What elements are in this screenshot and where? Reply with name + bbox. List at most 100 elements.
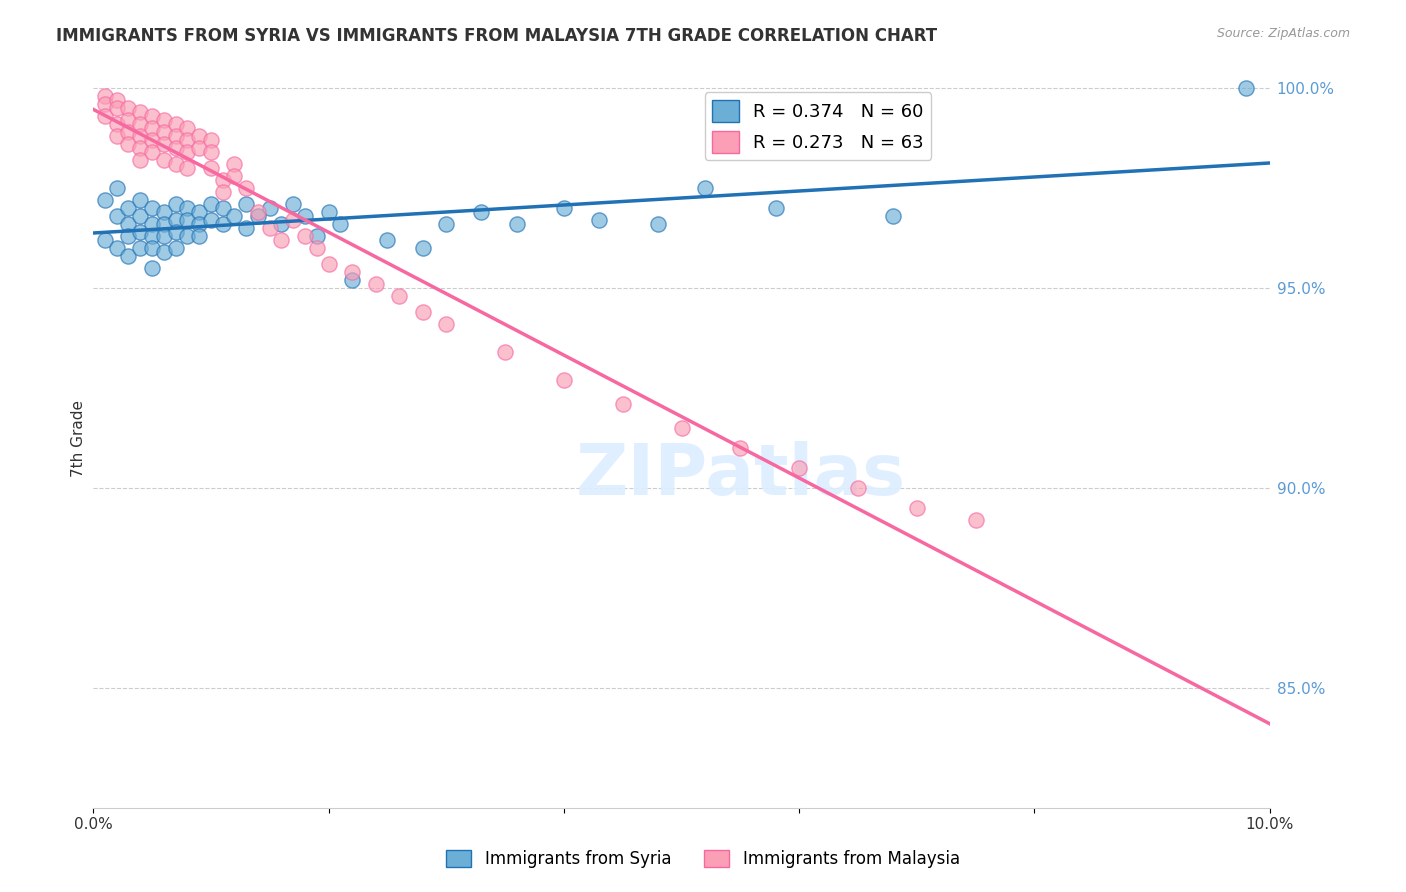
- Point: [200, 197, 222, 211]
- Point: [152, 229, 174, 244]
- Point: [117, 102, 139, 116]
- Point: [105, 94, 128, 108]
- Point: [270, 218, 292, 232]
- Point: [375, 233, 398, 247]
- Point: [129, 129, 152, 144]
- Point: [129, 118, 152, 132]
- Legend: Immigrants from Syria, Immigrants from Malaysia: Immigrants from Syria, Immigrants from M…: [440, 843, 966, 875]
- Point: [905, 501, 928, 516]
- Point: [882, 210, 904, 224]
- Point: [152, 125, 174, 139]
- Point: [117, 125, 139, 139]
- Point: [412, 305, 434, 319]
- Point: [283, 197, 305, 211]
- Point: [141, 145, 163, 160]
- Point: [141, 261, 163, 276]
- Point: [176, 229, 198, 244]
- Point: [283, 213, 305, 227]
- Point: [188, 141, 211, 155]
- Point: [129, 194, 152, 208]
- Point: [176, 213, 198, 227]
- Point: [141, 229, 163, 244]
- Point: [176, 202, 198, 216]
- Point: [117, 113, 139, 128]
- Point: [305, 241, 328, 255]
- Point: [553, 202, 575, 216]
- Point: [340, 273, 363, 287]
- Point: [129, 105, 152, 120]
- Point: [94, 194, 117, 208]
- Point: [246, 210, 269, 224]
- Point: [211, 173, 233, 187]
- Point: [165, 213, 187, 227]
- Point: [388, 289, 411, 303]
- Point: [211, 186, 233, 200]
- Point: [434, 317, 457, 331]
- Point: [188, 218, 211, 232]
- Point: [647, 218, 669, 232]
- Point: [235, 181, 257, 195]
- Point: [259, 202, 281, 216]
- Point: [1234, 81, 1257, 95]
- Point: [176, 121, 198, 136]
- Point: [152, 205, 174, 219]
- Text: Source: ZipAtlas.com: Source: ZipAtlas.com: [1216, 27, 1350, 40]
- Point: [165, 118, 187, 132]
- Point: [105, 118, 128, 132]
- Point: [176, 133, 198, 147]
- Point: [329, 218, 352, 232]
- Point: [165, 141, 187, 155]
- Point: [152, 137, 174, 152]
- Point: [176, 161, 198, 176]
- Point: [129, 225, 152, 239]
- Point: [188, 129, 211, 144]
- Point: [105, 181, 128, 195]
- Point: [318, 257, 340, 271]
- Point: [117, 249, 139, 263]
- Point: [305, 229, 328, 244]
- Point: [506, 218, 529, 232]
- Point: [141, 121, 163, 136]
- Point: [211, 202, 233, 216]
- Point: [165, 225, 187, 239]
- Point: [94, 89, 117, 103]
- Point: [152, 113, 174, 128]
- Point: [105, 102, 128, 116]
- Point: [224, 210, 246, 224]
- Point: [141, 241, 163, 255]
- Point: [188, 205, 211, 219]
- Point: [141, 202, 163, 216]
- Point: [787, 461, 810, 475]
- Point: [117, 229, 139, 244]
- Point: [152, 245, 174, 260]
- Point: [200, 133, 222, 147]
- Text: IMMIGRANTS FROM SYRIA VS IMMIGRANTS FROM MALAYSIA 7TH GRADE CORRELATION CHART: IMMIGRANTS FROM SYRIA VS IMMIGRANTS FROM…: [56, 27, 938, 45]
- Point: [294, 210, 316, 224]
- Point: [165, 129, 187, 144]
- Point: [200, 161, 222, 176]
- Point: [693, 181, 716, 195]
- Point: [141, 218, 163, 232]
- Point: [235, 197, 257, 211]
- Point: [117, 202, 139, 216]
- Point: [765, 202, 787, 216]
- Point: [434, 218, 457, 232]
- Text: ZIPatlas: ZIPatlas: [575, 441, 905, 509]
- Point: [294, 229, 316, 244]
- Point: [105, 129, 128, 144]
- Point: [165, 197, 187, 211]
- Point: [846, 481, 869, 495]
- Point: [200, 145, 222, 160]
- Legend: R = 0.374   N = 60, R = 0.273   N = 63: R = 0.374 N = 60, R = 0.273 N = 63: [704, 93, 931, 160]
- Point: [105, 210, 128, 224]
- Point: [318, 205, 340, 219]
- Point: [94, 233, 117, 247]
- Point: [129, 153, 152, 168]
- Point: [188, 229, 211, 244]
- Point: [965, 513, 987, 527]
- Point: [129, 210, 152, 224]
- Point: [117, 218, 139, 232]
- Point: [165, 157, 187, 171]
- Point: [117, 137, 139, 152]
- Point: [235, 221, 257, 235]
